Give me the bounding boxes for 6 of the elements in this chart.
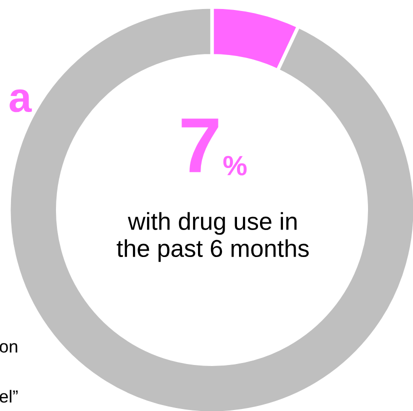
text: with drug use in the past 6 months: [116, 212, 309, 262]
text: %: [223, 156, 247, 176]
text: on: [0, 343, 18, 353]
text: el”: [0, 390, 18, 403]
data-label: 7: [182, 118, 218, 172]
text: a: [10, 89, 32, 112]
